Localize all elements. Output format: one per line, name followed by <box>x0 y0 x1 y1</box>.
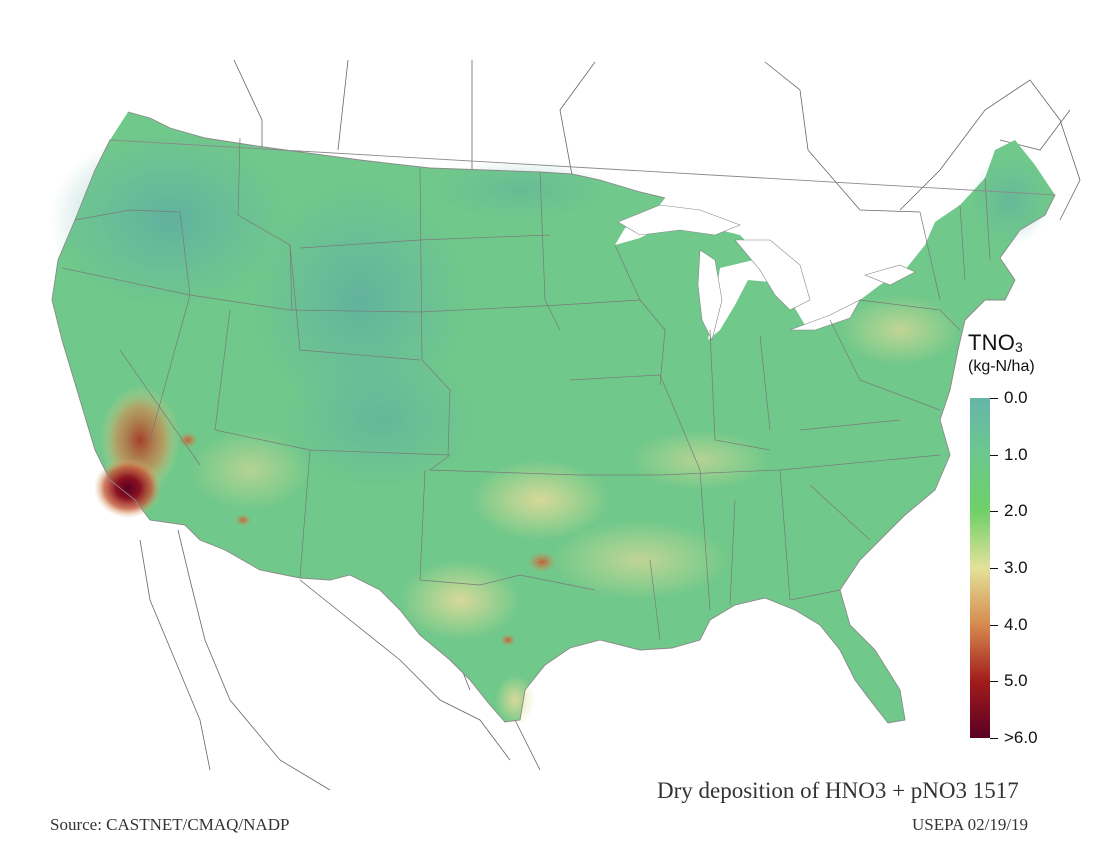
legend-tick <box>990 738 998 739</box>
legend-label: 2.0 <box>1004 501 1028 521</box>
legend-tick <box>990 398 998 399</box>
legend-label: 0.0 <box>1004 388 1028 407</box>
great-lakes <box>617 204 916 341</box>
legend-title: TNO3 <box>968 330 1024 355</box>
source-credit: Source: CASTNET/CMAQ/NADP <box>50 815 290 834</box>
legend-tick <box>990 681 998 683</box>
legend-label: 5.0 <box>1004 671 1028 691</box>
legend-tick <box>990 568 998 569</box>
map-shading <box>50 130 1050 725</box>
map-caption: Dry deposition of HNO3 + pNO3 1517 <box>657 778 1019 803</box>
legend-unit: (kg-N/ha) <box>968 358 1035 375</box>
us-outline <box>51 111 1056 724</box>
legend-label: 4.0 <box>1004 614 1028 634</box>
state-boundaries <box>61 137 991 641</box>
legend-tick <box>990 624 998 626</box>
legend-tick <box>990 511 998 513</box>
legend-color-bar <box>970 398 990 738</box>
date-stamp: USEPA 02/19/19 <box>912 815 1029 834</box>
legend-label: 1.0 <box>1004 444 1028 464</box>
legend-label: 3.0 <box>1004 558 1028 577</box>
legend-label: >6.0 <box>1004 728 1038 747</box>
legend-tick <box>990 454 998 456</box>
